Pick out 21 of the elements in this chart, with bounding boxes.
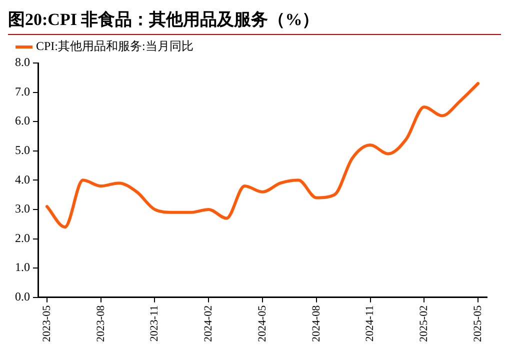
x-tick-label: 2024-08 [310,304,322,342]
x-tick-label: 2024-11 [364,305,376,342]
y-tick-label: 6.0 [15,114,30,128]
x-tick-label: 2025-05 [472,304,484,342]
x-tick-label: 2023-11 [148,305,161,342]
chart-title: 图20:CPI 非食品：其他用品及服务（%） [8,8,501,35]
line-series [45,82,480,229]
x-tick-label: 2023-08 [94,304,107,342]
y-tick-label: 2.0 [15,230,30,245]
x-tick-label: 2024-02 [202,305,215,342]
legend-label: CPI:其他用品和服务:当月同比 [36,39,194,54]
y-tick-label: 8.0 [15,55,30,70]
y-tick-label: 3.0 [15,202,30,216]
x-tick-label: 2025-02 [418,305,430,342]
y-tick-label: 7.0 [15,84,30,98]
y-tick-label: 5.0 [15,143,30,158]
y-tick-label: 4.0 [15,172,30,186]
x-tick-label: 2023-05 [40,304,53,342]
y-tick-label: 0.0 [15,289,30,304]
x-tick-label: 2024-05 [256,304,268,342]
y-tick-label: 1.0 [15,260,30,274]
